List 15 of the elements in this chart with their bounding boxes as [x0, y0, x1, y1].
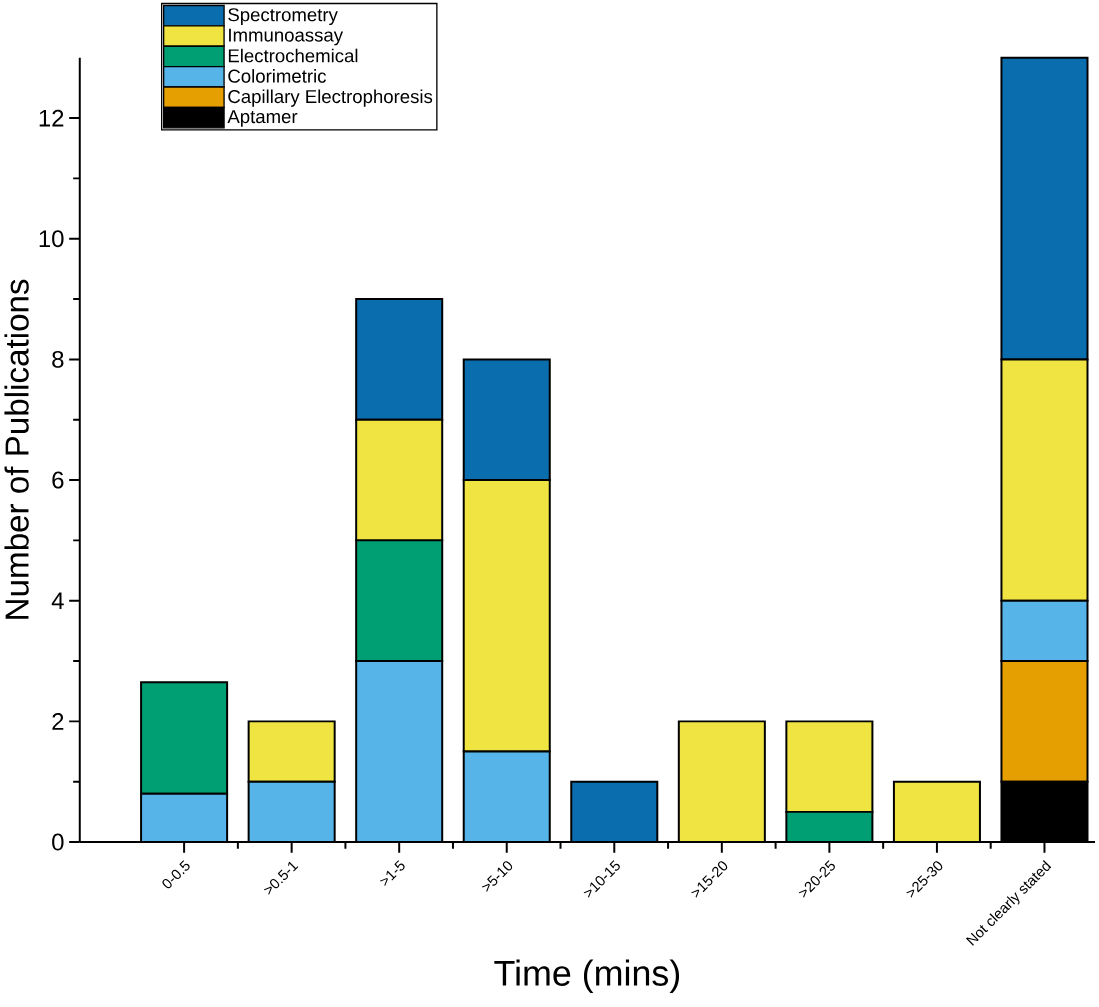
legend-label: Colorimetric: [228, 68, 326, 83]
y-axis-title: Number of Publications: [4, 279, 29, 619]
y-tick-label: 8: [52, 350, 64, 368]
y-tick-label: 10: [39, 230, 64, 248]
legend-label: Electrochemical: [228, 48, 358, 63]
y-tick-label: 12: [39, 109, 64, 127]
legend-label: Capillary Electrophoresis: [228, 89, 433, 107]
x-axis-title: Time (mins): [494, 959, 680, 993]
legend-label: Immunoassay: [229, 28, 343, 46]
legend-label: Spectrometry: [228, 8, 338, 25]
y-tick-label: 0: [52, 833, 64, 851]
legend-label: Aptamer: [227, 110, 298, 127]
y-tick-label: 6: [52, 471, 64, 489]
y-tick-label: 4: [51, 592, 64, 609]
y-tick-label: 2: [52, 712, 64, 730]
